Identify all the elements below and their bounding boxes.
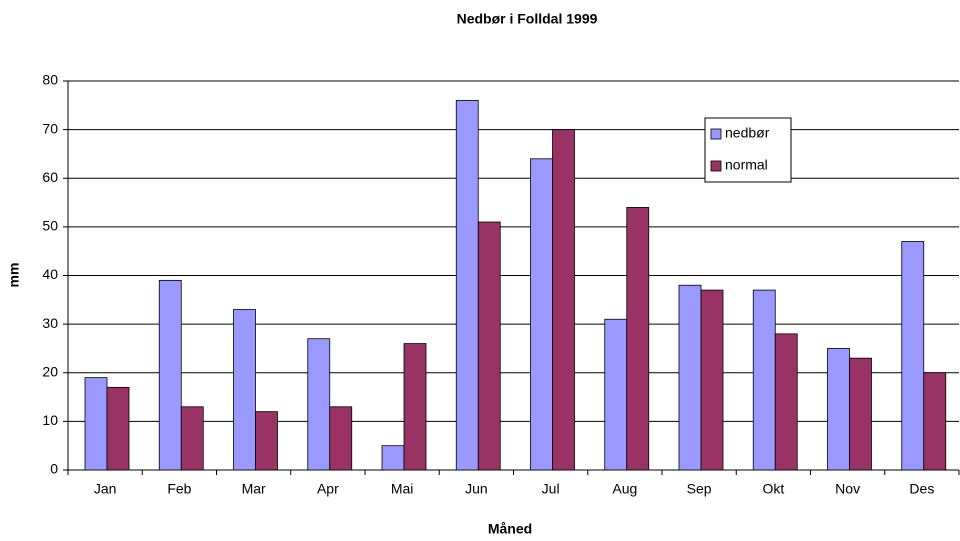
bar bbox=[552, 129, 575, 471]
x-tick-label: Jun bbox=[465, 481, 488, 497]
bar bbox=[901, 241, 925, 471]
x-tick-label: Feb bbox=[167, 481, 191, 497]
legend-label: nedbør bbox=[725, 125, 770, 141]
y-tick-label: 30 bbox=[42, 315, 58, 331]
x-axis-label: Måned bbox=[488, 521, 532, 537]
legend-label: normal bbox=[725, 157, 768, 173]
bar bbox=[923, 372, 947, 471]
bar bbox=[455, 100, 479, 471]
x-tick-label: Mar bbox=[242, 481, 266, 497]
bar bbox=[626, 207, 650, 471]
bar bbox=[307, 338, 331, 471]
bar bbox=[255, 411, 278, 471]
bar bbox=[158, 279, 182, 471]
bar bbox=[752, 289, 776, 471]
bar bbox=[84, 377, 108, 471]
bar bbox=[477, 221, 501, 471]
y-tick-label: 50 bbox=[42, 218, 58, 234]
bar bbox=[774, 333, 798, 471]
y-tick-label: 0 bbox=[50, 461, 58, 477]
y-axis-label: mm bbox=[6, 263, 22, 288]
x-tick-label: Aug bbox=[612, 481, 637, 497]
bar bbox=[530, 158, 553, 471]
y-tick-label: 10 bbox=[42, 412, 58, 428]
x-tick-label: Nov bbox=[835, 481, 860, 497]
bar bbox=[180, 406, 204, 471]
bar bbox=[678, 284, 702, 471]
x-tick-label: Sep bbox=[687, 481, 712, 497]
x-tick-label: Mai bbox=[391, 481, 414, 497]
y-tick-label: 70 bbox=[42, 120, 58, 136]
bar bbox=[233, 309, 256, 471]
y-tick-label: 20 bbox=[42, 363, 58, 379]
chart-title: Nedbør i Folldal 1999 bbox=[457, 11, 598, 27]
bar bbox=[106, 386, 130, 471]
bar bbox=[381, 445, 405, 471]
bar bbox=[700, 289, 724, 471]
x-tick-label: Okt bbox=[762, 481, 784, 497]
x-tick-label: Jul bbox=[542, 481, 560, 497]
legend-swatch bbox=[710, 160, 722, 172]
y-tick-label: 60 bbox=[42, 169, 58, 185]
bar bbox=[827, 348, 850, 471]
bar bbox=[329, 406, 353, 471]
bar bbox=[849, 357, 872, 471]
legend-swatch bbox=[710, 128, 722, 140]
y-tick-label: 80 bbox=[42, 72, 58, 88]
bar bbox=[604, 318, 628, 471]
x-tick-label: Des bbox=[909, 481, 934, 497]
bar bbox=[403, 343, 427, 471]
x-tick-label: Apr bbox=[317, 481, 339, 497]
y-tick-label: 40 bbox=[42, 266, 58, 282]
x-tick-label: Jan bbox=[94, 481, 117, 497]
